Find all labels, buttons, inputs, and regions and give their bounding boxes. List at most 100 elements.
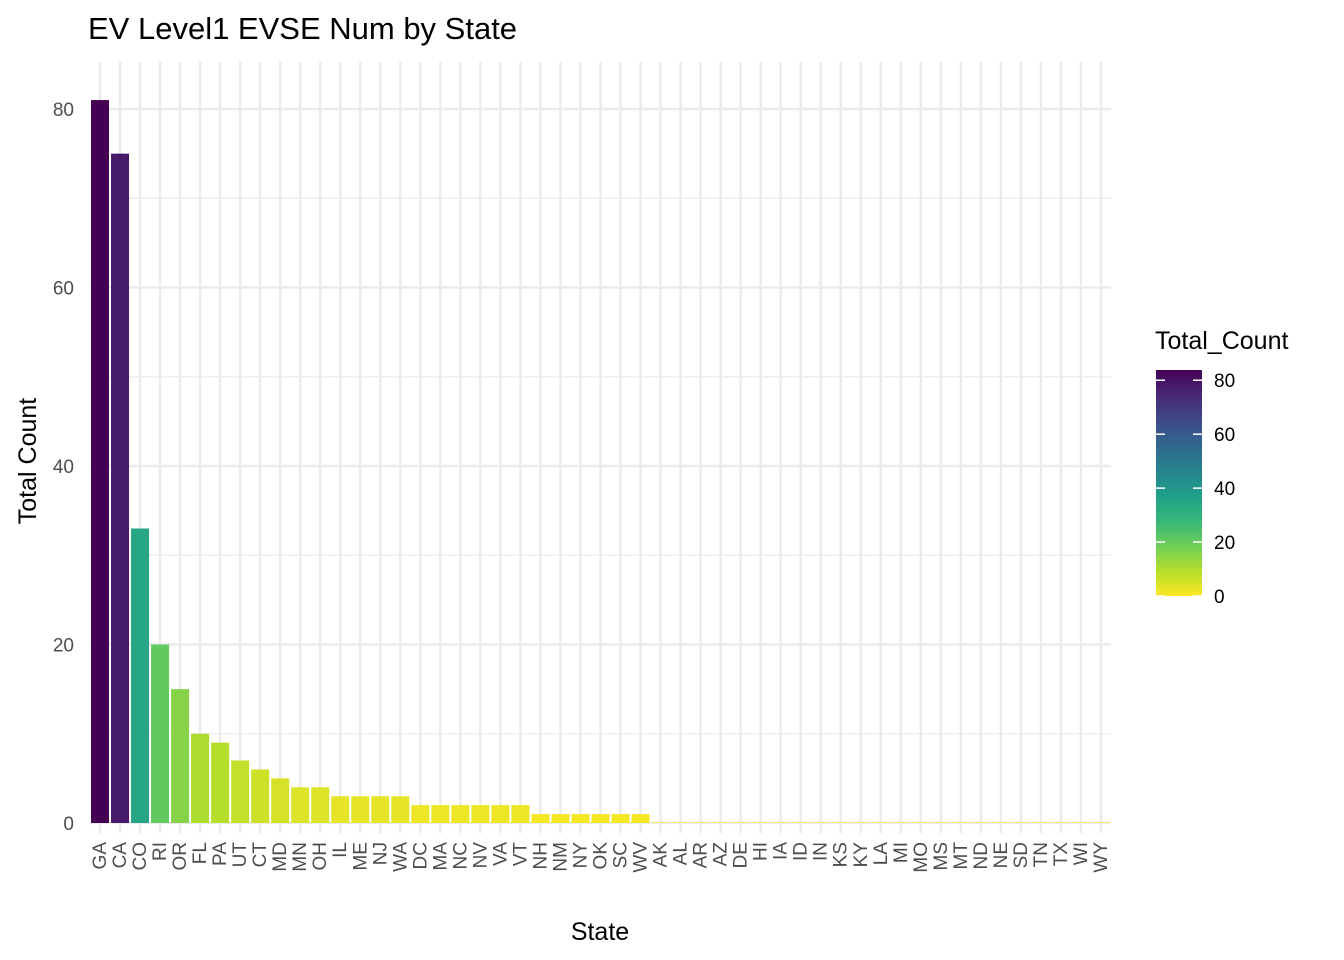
bar — [591, 814, 610, 823]
x-tick-label: SD — [1011, 842, 1032, 868]
x-tick-label: AK — [651, 842, 672, 868]
x-tick-label: ME — [350, 842, 371, 871]
bar — [811, 822, 830, 823]
x-axis-tick-labels: GA CA CO RI OR FL PA UT CT MD MN OH IL ME NJ WA DC MA NC NV… — [90, 842, 1112, 873]
x-tick-label: DE — [731, 842, 752, 868]
x-tick-label: DC — [410, 842, 431, 869]
x-tick-label: CO — [130, 842, 151, 871]
x-tick-label: AR — [691, 842, 712, 868]
legend-tick-label: 80 — [1214, 371, 1235, 392]
x-tick-label: CT — [250, 842, 271, 868]
bar — [1031, 822, 1050, 823]
x-tick-label: WA — [390, 842, 411, 872]
x-tick-label: MN — [290, 842, 311, 872]
legend-tick-label: 40 — [1214, 479, 1235, 500]
x-tick-label: OK — [591, 842, 612, 870]
x-tick-label: MO — [911, 842, 932, 873]
x-tick-label: KS — [831, 842, 852, 867]
x-tick-label: TN — [1031, 842, 1052, 867]
x-tick-label: TX — [1051, 842, 1072, 867]
x-tick-label: OR — [170, 842, 191, 871]
x-tick-label: AL — [671, 842, 692, 865]
x-tick-label: IL — [330, 842, 351, 858]
x-tick-label: WI — [1071, 842, 1092, 865]
x-tick-label: SC — [611, 842, 632, 868]
x-tick-label: NY — [570, 842, 591, 869]
y-tick-label: 80 — [53, 100, 74, 121]
x-tick-label: GA — [90, 842, 111, 870]
x-tick-label: NH — [530, 842, 551, 869]
bar — [271, 778, 290, 823]
bar — [851, 822, 870, 823]
x-tick-label: CA — [110, 842, 131, 869]
gridlines — [90, 62, 1111, 833]
bar — [891, 822, 910, 823]
x-tick-label: MD — [270, 842, 291, 872]
x-axis-title: State — [571, 918, 629, 946]
bar — [671, 822, 690, 823]
x-tick-label: MA — [430, 842, 451, 871]
bar — [231, 760, 250, 823]
x-tick-label: VT — [510, 842, 531, 867]
bar — [771, 822, 790, 823]
x-tick-label: RI — [150, 842, 171, 861]
legend-colorbar — [1156, 370, 1202, 596]
x-tick-label: HI — [751, 842, 772, 861]
bar — [571, 814, 590, 823]
bar — [911, 822, 930, 823]
x-tick-label: LA — [871, 842, 892, 866]
bars — [91, 100, 1110, 823]
bar — [531, 814, 550, 823]
x-tick-label: VA — [490, 842, 511, 866]
bar — [831, 822, 850, 823]
x-tick-label: NM — [550, 842, 571, 872]
bar — [631, 814, 650, 823]
x-tick-label: FL — [190, 842, 211, 864]
bar — [611, 814, 630, 823]
x-tick-label: NV — [470, 842, 491, 869]
bar — [1011, 822, 1030, 823]
bar — [931, 822, 950, 823]
bar — [491, 805, 510, 823]
color-legend: Total_Count 0 20 40 60 80 — [1155, 327, 1288, 608]
y-tick-label: 60 — [53, 279, 74, 300]
x-tick-label: KY — [851, 842, 872, 868]
bar — [951, 822, 970, 823]
bar — [691, 822, 710, 823]
x-tick-label: ID — [791, 842, 812, 861]
bar — [1051, 822, 1070, 823]
bar — [331, 796, 350, 823]
x-tick-label: IN — [811, 842, 832, 861]
x-tick-label: ND — [971, 842, 992, 869]
bar — [171, 689, 190, 823]
bar — [1071, 822, 1090, 823]
bar — [471, 805, 490, 823]
bar — [551, 814, 570, 823]
bar — [411, 805, 430, 823]
x-tick-label: NJ — [370, 842, 391, 865]
legend-tick-label: 0 — [1214, 587, 1225, 608]
legend-title: Total_Count — [1155, 327, 1288, 355]
bar — [711, 822, 730, 823]
x-tick-label: NC — [450, 842, 471, 869]
bar — [351, 796, 370, 823]
x-tick-label: WV — [631, 842, 652, 873]
bar — [111, 153, 130, 823]
y-tick-label: 40 — [53, 457, 74, 478]
bar — [651, 822, 670, 823]
x-tick-label: PA — [210, 842, 231, 866]
y-tick-label: 20 — [53, 636, 74, 657]
bar — [971, 822, 990, 823]
bar — [311, 787, 330, 823]
bar — [191, 733, 210, 823]
x-tick-label: WY — [1091, 842, 1112, 873]
bar — [251, 769, 270, 823]
bar — [1091, 822, 1110, 823]
bar — [371, 796, 390, 823]
chart-title: EV Level1 EVSE Num by State — [88, 11, 517, 46]
x-tick-label: MT — [951, 842, 972, 870]
x-tick-label: UT — [230, 842, 251, 868]
bar — [751, 822, 770, 823]
